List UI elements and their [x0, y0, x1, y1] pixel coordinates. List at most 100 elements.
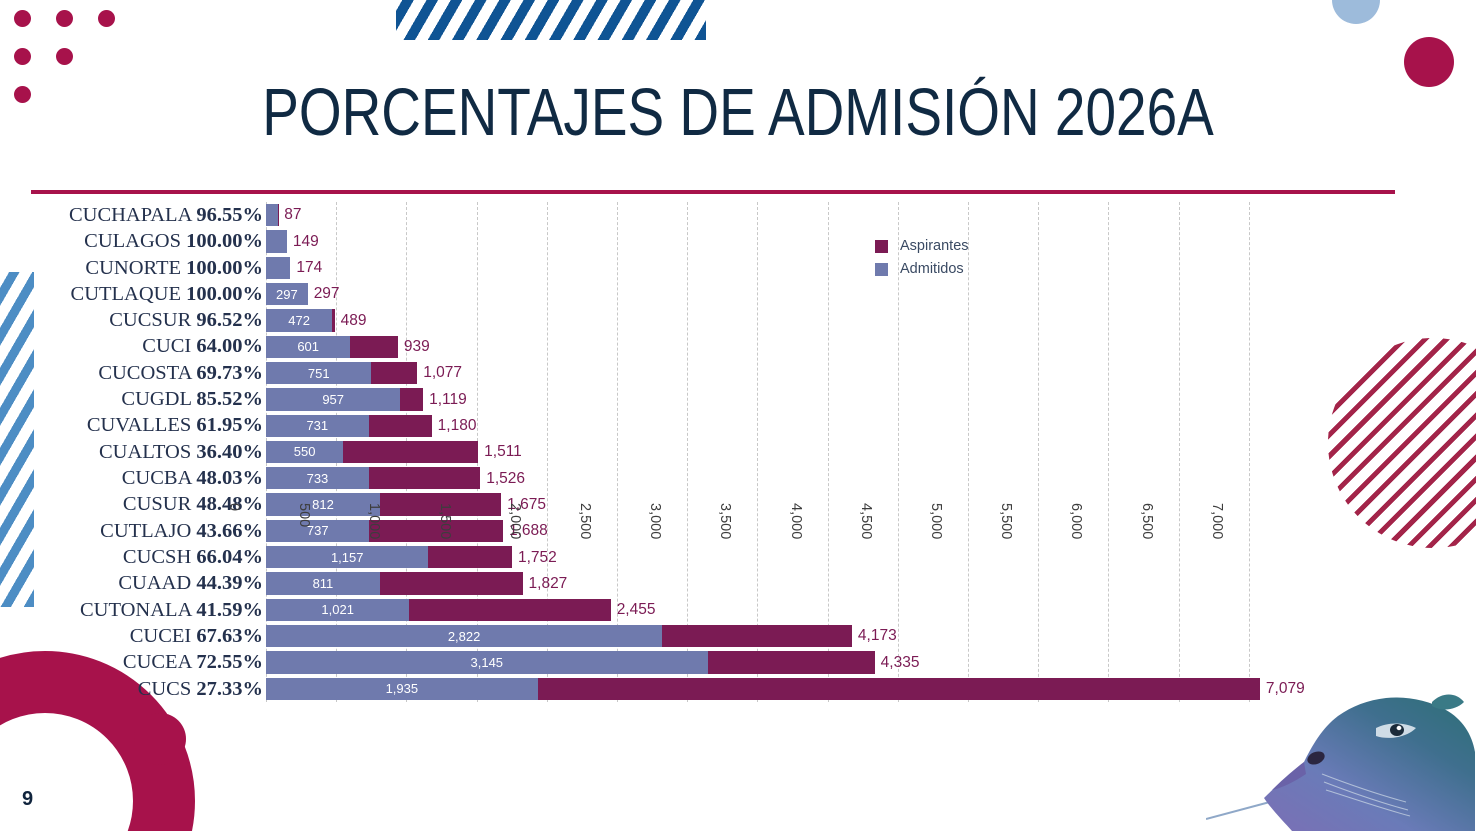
bar-segment-aspirantes[interactable] [400, 388, 424, 411]
chart-row[interactable]: CUCOSTA 69.73% 751 1,077 [98, 360, 1305, 386]
bar-segment-admitidos[interactable]: 297 [266, 282, 308, 306]
chart-row[interactable]: CUCSH 66.04% 1,157 1,752 [123, 544, 1305, 570]
chart-row-label: CUCEA 72.55% [122, 651, 263, 674]
bar-segment-admitidos[interactable] [266, 230, 287, 253]
chart-row-bars: 1,157 [266, 546, 512, 569]
bar-segment-admitidos[interactable]: 737 [266, 519, 370, 543]
chart-row-bars: 472 [266, 309, 335, 332]
bar-segment-admitidos[interactable]: 1,157 [266, 546, 429, 569]
chart-row[interactable]: CULAGOS 100.00% 149 [84, 228, 1305, 254]
chart-row-label: CUNORTE 100.00% [85, 256, 263, 279]
bar-segment-admitidos[interactable]: 3,145 [266, 651, 708, 674]
bar-segment-aspirantes[interactable] [369, 519, 503, 543]
chart-row-bars [266, 256, 291, 279]
chart-row[interactable]: CUCHAPALA 96.55% 87 [69, 202, 1305, 228]
chart-row[interactable]: CUTONALA 41.59% 1,021 2,455 [80, 597, 1305, 623]
chart-row-bars: 812 [266, 493, 502, 516]
bar-value-total: 1,752 [517, 548, 557, 566]
bar-segment-aspirantes[interactable] [379, 572, 523, 595]
chart-row[interactable]: CUCBA 48.03% 733 1,526 [122, 465, 1305, 491]
chart-row[interactable]: CUALTOS 36.40% 550 1,511 [99, 439, 1305, 465]
chart-row[interactable]: CUAAD 44.39% 811 1,827 [118, 570, 1305, 596]
bar-segment-aspirantes[interactable] [350, 335, 398, 358]
bar-value-total: 2,455 [616, 601, 656, 619]
bar-segment-aspirantes[interactable] [343, 440, 479, 464]
bar-segment-admitidos[interactable]: 812 [266, 493, 380, 516]
legend-item-aspirantes: Aspirantes [875, 238, 969, 254]
gridline [827, 202, 830, 702]
chart-row[interactable]: CUGDL 85.52% 957 1,119 [121, 386, 1305, 412]
bar-segment-aspirantes[interactable] [662, 625, 852, 648]
decorative-dot [56, 10, 73, 27]
chart-row[interactable]: CUSUR 48.48% 812 1,675 [123, 491, 1305, 517]
chart-row-label: CUVALLES 61.95% [86, 414, 263, 437]
bar-value-admitidos: 297 [275, 286, 298, 302]
chart-row-label: CUTLAJO 43.66% [100, 519, 263, 542]
chart-row[interactable]: CUNORTE 100.00% 174 [85, 255, 1305, 281]
chart-row[interactable]: CUTLAJO 43.66% 737 1,688 [100, 518, 1305, 544]
chart-row-label: CUCBA 48.03% [121, 467, 263, 490]
chart-row[interactable]: CUCEI 67.63% 2,822 4,173 [130, 623, 1305, 649]
chart-row-label: CUTONALA 41.59% [80, 598, 263, 621]
gridline [1108, 202, 1110, 702]
admission-bar-chart: CUCHAPALA 96.55% 87 CULAGOS 100.00% 149 CUNO… [31, 202, 1395, 702]
bar-segment-aspirantes[interactable] [368, 467, 481, 490]
chart-row[interactable]: CUCSUR 96.52% 472 489 [109, 307, 1305, 333]
x-axis-tick-label: 4,500 [857, 503, 874, 540]
chart-row[interactable]: CUVALLES 61.95% 731 1,180 [87, 413, 1305, 439]
bar-value-admitidos: 472 [288, 312, 310, 328]
bar-segment-admitidos[interactable]: 733 [266, 467, 369, 490]
chart-row[interactable]: CUTLAQUE 100.00% 297 297 [71, 281, 1305, 307]
bar-segment-admitidos[interactable]: 1,935 [266, 677, 538, 700]
x-axis-tick-label: 0 [226, 503, 242, 512]
x-axis-tick-label: 500 [296, 503, 313, 528]
bar-segment-admitidos[interactable] [266, 204, 278, 227]
diagonal-stripes-top-decoration [396, 0, 706, 40]
bar-segment-admitidos[interactable] [266, 256, 291, 279]
bar-segment-aspirantes[interactable] [409, 598, 611, 622]
bar-segment-admitidos[interactable]: 811 [266, 572, 380, 595]
bar-segment-aspirantes[interactable] [428, 546, 512, 569]
bar-segment-admitidos[interactable]: 731 [266, 414, 369, 437]
bar-value-admitidos: 1,935 [385, 681, 419, 697]
bar-segment-admitidos[interactable]: 1,021 [266, 598, 410, 622]
bar-segment-admitidos[interactable]: 2,822 [266, 625, 663, 648]
chart-row-bars: 3,145 [266, 651, 875, 674]
bar-segment-admitidos[interactable]: 957 [266, 388, 401, 411]
chart-row-bars: 550 [266, 440, 479, 464]
chart-row-label: CUCHAPALA 96.55% [68, 203, 263, 226]
chart-row[interactable]: CUCS 27.33% 1,935 7,079 [138, 676, 1305, 702]
chart-row-label: CUTLAQUE 100.00% [70, 282, 263, 305]
chart-row-label: CUCS 27.33% [137, 677, 263, 700]
chart-row[interactable]: CUCEA 72.55% 3,145 4,335 [123, 649, 1305, 675]
gridline [546, 202, 549, 702]
chart-row-label: CUCSUR 96.52% [109, 309, 263, 332]
bar-segment-admitidos[interactable]: 601 [266, 335, 351, 358]
chart-row-bars: 811 [266, 572, 523, 595]
decorative-dot [14, 86, 31, 103]
bar-value-admitidos: 733 [306, 470, 329, 486]
bar-segment-aspirantes[interactable] [371, 361, 418, 385]
bar-value-admitidos: 1,157 [330, 549, 364, 565]
chart-x-axis: 0 500 1,000 1,500 2,000 2,500 3,000 3,500 4,000 4… [226, 503, 1386, 573]
bar-segment-aspirantes[interactable] [707, 651, 875, 674]
crimson-circle-top-right-decoration [1404, 37, 1454, 87]
x-axis-tick-label: 5,500 [998, 503, 1015, 540]
bar-segment-admitidos[interactable]: 751 [266, 361, 372, 385]
bar-segment-aspirantes[interactable] [332, 309, 335, 332]
bar-value-total: 1,526 [486, 469, 526, 487]
bar-segment-aspirantes[interactable] [380, 493, 502, 516]
bar-segment-aspirantes[interactable] [537, 677, 1260, 700]
legend-item-admitidos: Admitidos [875, 261, 969, 277]
bar-segment-admitidos[interactable]: 550 [266, 440, 344, 464]
legend-label-admitidos: Admitidos [900, 261, 964, 277]
bar-value-total: 297 [313, 285, 340, 303]
chart-row-bars: 1,935 [266, 677, 1260, 700]
bar-segment-aspirantes[interactable] [368, 414, 432, 437]
chart-row-bars: 1,021 [266, 598, 611, 622]
lion-whisker-line [1206, 786, 1326, 820]
bar-segment-admitidos[interactable]: 472 [266, 309, 333, 332]
x-axis-tick-label: 3,000 [647, 503, 664, 540]
chart-row[interactable]: CUCI 64.00% 601 939 [142, 334, 1305, 360]
